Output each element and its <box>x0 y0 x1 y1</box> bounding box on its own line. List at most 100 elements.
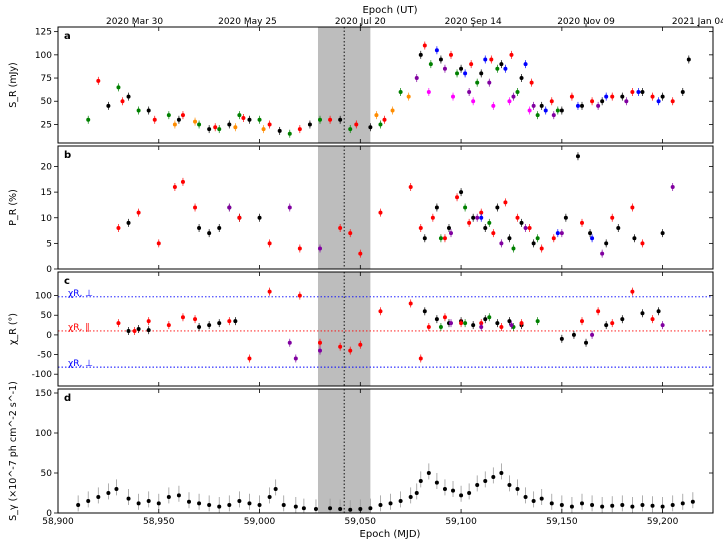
data-point <box>358 251 363 256</box>
data-point <box>368 506 373 511</box>
data-point <box>438 325 443 330</box>
panel-frame <box>57 388 714 514</box>
data-point <box>301 506 306 511</box>
data-point <box>273 487 278 491</box>
data-point <box>217 504 222 509</box>
data-point <box>217 321 222 326</box>
data-point <box>650 317 655 322</box>
data-point <box>499 241 504 246</box>
data-point <box>604 94 609 99</box>
data-point <box>495 321 500 326</box>
data-point <box>156 501 161 506</box>
data-point <box>281 503 286 507</box>
data-point <box>237 499 242 503</box>
data-point <box>176 117 181 122</box>
data-point <box>207 231 212 236</box>
data-point <box>180 179 185 184</box>
data-point <box>519 76 524 81</box>
data-point <box>114 487 119 491</box>
data-point <box>463 71 468 76</box>
data-point <box>422 43 427 48</box>
data-point <box>287 131 292 136</box>
data-point <box>515 215 520 220</box>
data-point <box>660 323 665 328</box>
data-point <box>338 344 343 349</box>
y-tick-label: 150 <box>35 389 52 399</box>
data-point <box>549 501 554 506</box>
data-point <box>257 215 262 220</box>
data-point <box>491 475 496 479</box>
data-point <box>483 57 488 62</box>
data-point <box>426 471 431 475</box>
data-point <box>267 241 272 246</box>
data-point <box>650 503 655 508</box>
y-axis-label: P_R (%) <box>8 189 19 226</box>
data-point <box>338 226 343 230</box>
data-point <box>418 479 423 483</box>
data-point <box>257 117 262 122</box>
data-point <box>132 328 137 333</box>
data-point <box>166 323 171 328</box>
data-point <box>446 226 451 230</box>
data-point <box>590 503 595 507</box>
x-tick-label: 59,200 <box>647 517 679 527</box>
data-point <box>479 71 484 76</box>
data-point <box>241 115 246 120</box>
data-point <box>640 311 645 316</box>
data-point <box>247 117 252 122</box>
data-point <box>620 94 625 99</box>
data-point <box>166 495 171 499</box>
y-tick-label: 50 <box>41 97 53 107</box>
top-tick-label: 2021 Jan 04 <box>672 17 723 27</box>
data-point <box>571 332 576 337</box>
y-tick-label: 50 <box>41 311 53 321</box>
top-tick-label: 2020 May 25 <box>218 17 277 27</box>
data-point <box>328 506 333 511</box>
data-point <box>523 495 528 499</box>
data-point <box>418 226 423 230</box>
data-point <box>686 57 691 62</box>
data-point <box>378 210 383 215</box>
data-point <box>313 507 318 511</box>
y-tick-label: 50 <box>41 469 53 479</box>
data-point <box>588 231 593 236</box>
data-point <box>287 205 292 210</box>
data-point <box>539 246 544 251</box>
data-point <box>116 226 121 230</box>
data-point <box>257 503 262 507</box>
data-point <box>624 99 629 104</box>
data-point <box>126 220 131 225</box>
data-point <box>418 356 423 361</box>
data-point <box>293 356 298 361</box>
data-point <box>287 340 292 345</box>
data-point <box>495 66 500 71</box>
x-tick-label: 59,050 <box>345 517 377 527</box>
data-point <box>358 342 363 347</box>
data-point <box>680 501 685 506</box>
data-point <box>509 52 514 57</box>
data-point <box>660 504 665 509</box>
data-point <box>187 499 191 504</box>
y-tick-label: 0 <box>46 265 52 275</box>
data-point <box>459 66 464 71</box>
data-point <box>267 122 272 127</box>
data-point <box>368 125 373 130</box>
data-point <box>438 236 443 241</box>
top-tick-label: 2020 Jul 20 <box>335 17 386 27</box>
data-point <box>193 119 198 124</box>
data-point <box>318 348 322 353</box>
panel-frame <box>57 145 714 270</box>
y-axis-label: S_γ (×10^-7 ph cm^-2 s^-1) <box>8 381 19 521</box>
data-point <box>136 108 141 113</box>
data-point <box>293 504 298 509</box>
data-point <box>610 215 615 220</box>
data-point <box>86 499 91 503</box>
data-point <box>193 317 198 322</box>
data-point <box>297 293 302 298</box>
data-point <box>515 487 520 491</box>
data-point <box>414 76 419 81</box>
y-axis-label: χ_R (°) <box>8 313 19 345</box>
data-point <box>378 309 383 314</box>
data-point <box>555 231 560 236</box>
data-point <box>487 80 492 85</box>
